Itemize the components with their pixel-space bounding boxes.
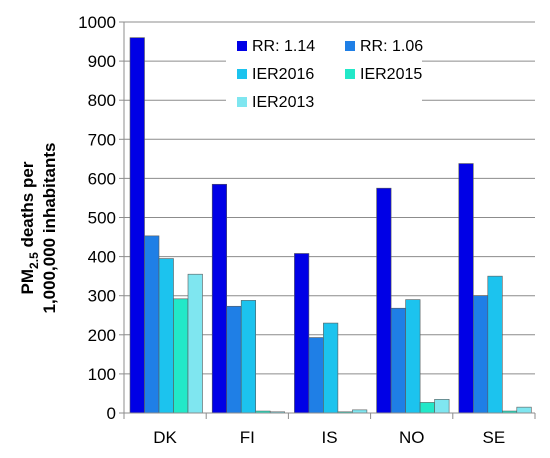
bar-dk-0 — [129, 37, 145, 414]
y-tick-label: 0 — [107, 404, 116, 423]
x-category-label: DK — [153, 428, 177, 447]
bar-fi-0 — [211, 183, 227, 414]
x-category-labels: DK FI IS NO SE — [153, 428, 505, 447]
y-tick-label: 800 — [88, 91, 116, 110]
legend-swatch — [345, 41, 355, 51]
bar-se-4 — [516, 406, 532, 414]
bar-dk-1 — [144, 235, 160, 414]
y-tick-label: 1000 — [78, 13, 116, 32]
legend-label: IER2015 — [360, 66, 422, 83]
bar-fi-2 — [240, 300, 256, 414]
legend-swatch — [237, 69, 247, 79]
y-axis-title-line2: 1,000,000 inhabitants — [40, 142, 59, 313]
y-tick-label: 200 — [88, 326, 116, 345]
y-axis-title-line1: PM2.5 deaths per — [18, 161, 41, 294]
bar-no-3 — [419, 402, 435, 414]
y-tick-label: 700 — [88, 130, 116, 149]
bar-no-0 — [376, 187, 392, 414]
legend-label: IER2013 — [252, 94, 314, 111]
bar-no-4 — [434, 399, 450, 414]
legend-swatch — [237, 97, 247, 107]
bar-dk-2 — [158, 258, 174, 414]
axes-group — [119, 21, 536, 419]
bar-fi-1 — [226, 305, 242, 414]
bar-no-1 — [390, 307, 406, 414]
bar-se-2 — [487, 275, 503, 414]
legend-label: IER2016 — [252, 66, 314, 83]
x-category-label: FI — [240, 428, 255, 447]
legend-label: RR: 1.06 — [360, 38, 423, 55]
y-tick-label: 900 — [88, 52, 116, 71]
legend-box — [226, 30, 422, 128]
y-tick-label: 600 — [88, 169, 116, 188]
y-tick-label: 100 — [88, 365, 116, 384]
legend-swatch — [345, 69, 355, 79]
legend-swatch — [237, 41, 247, 51]
legend-label: RR: 1.14 — [252, 38, 315, 55]
bar-no-2 — [405, 299, 421, 414]
y-tick-label: 500 — [88, 209, 116, 228]
bar-is-0 — [294, 253, 310, 414]
x-category-label: SE — [483, 428, 506, 447]
legend: RR: 1.14 RR: 1.06 IER2016 IER2015 IER2013 — [226, 30, 423, 128]
bar-is-2 — [323, 322, 339, 414]
x-category-label: IS — [321, 428, 337, 447]
bar-dk-4 — [187, 273, 203, 414]
bar-se-0 — [458, 163, 474, 414]
y-axis-title: PM2.5 deaths per 1,000,000 inhabitants — [18, 142, 59, 313]
bar-dk-3 — [173, 298, 189, 414]
bar-is-1 — [308, 337, 324, 414]
bar-se-1 — [472, 295, 489, 414]
y-tick-labels: 0 100 200 300 400 500 600 700 800 900 1000 — [78, 13, 116, 423]
x-category-label: NO — [399, 428, 425, 447]
y-tick-label: 300 — [88, 287, 116, 306]
y-tick-label: 400 — [88, 248, 116, 267]
